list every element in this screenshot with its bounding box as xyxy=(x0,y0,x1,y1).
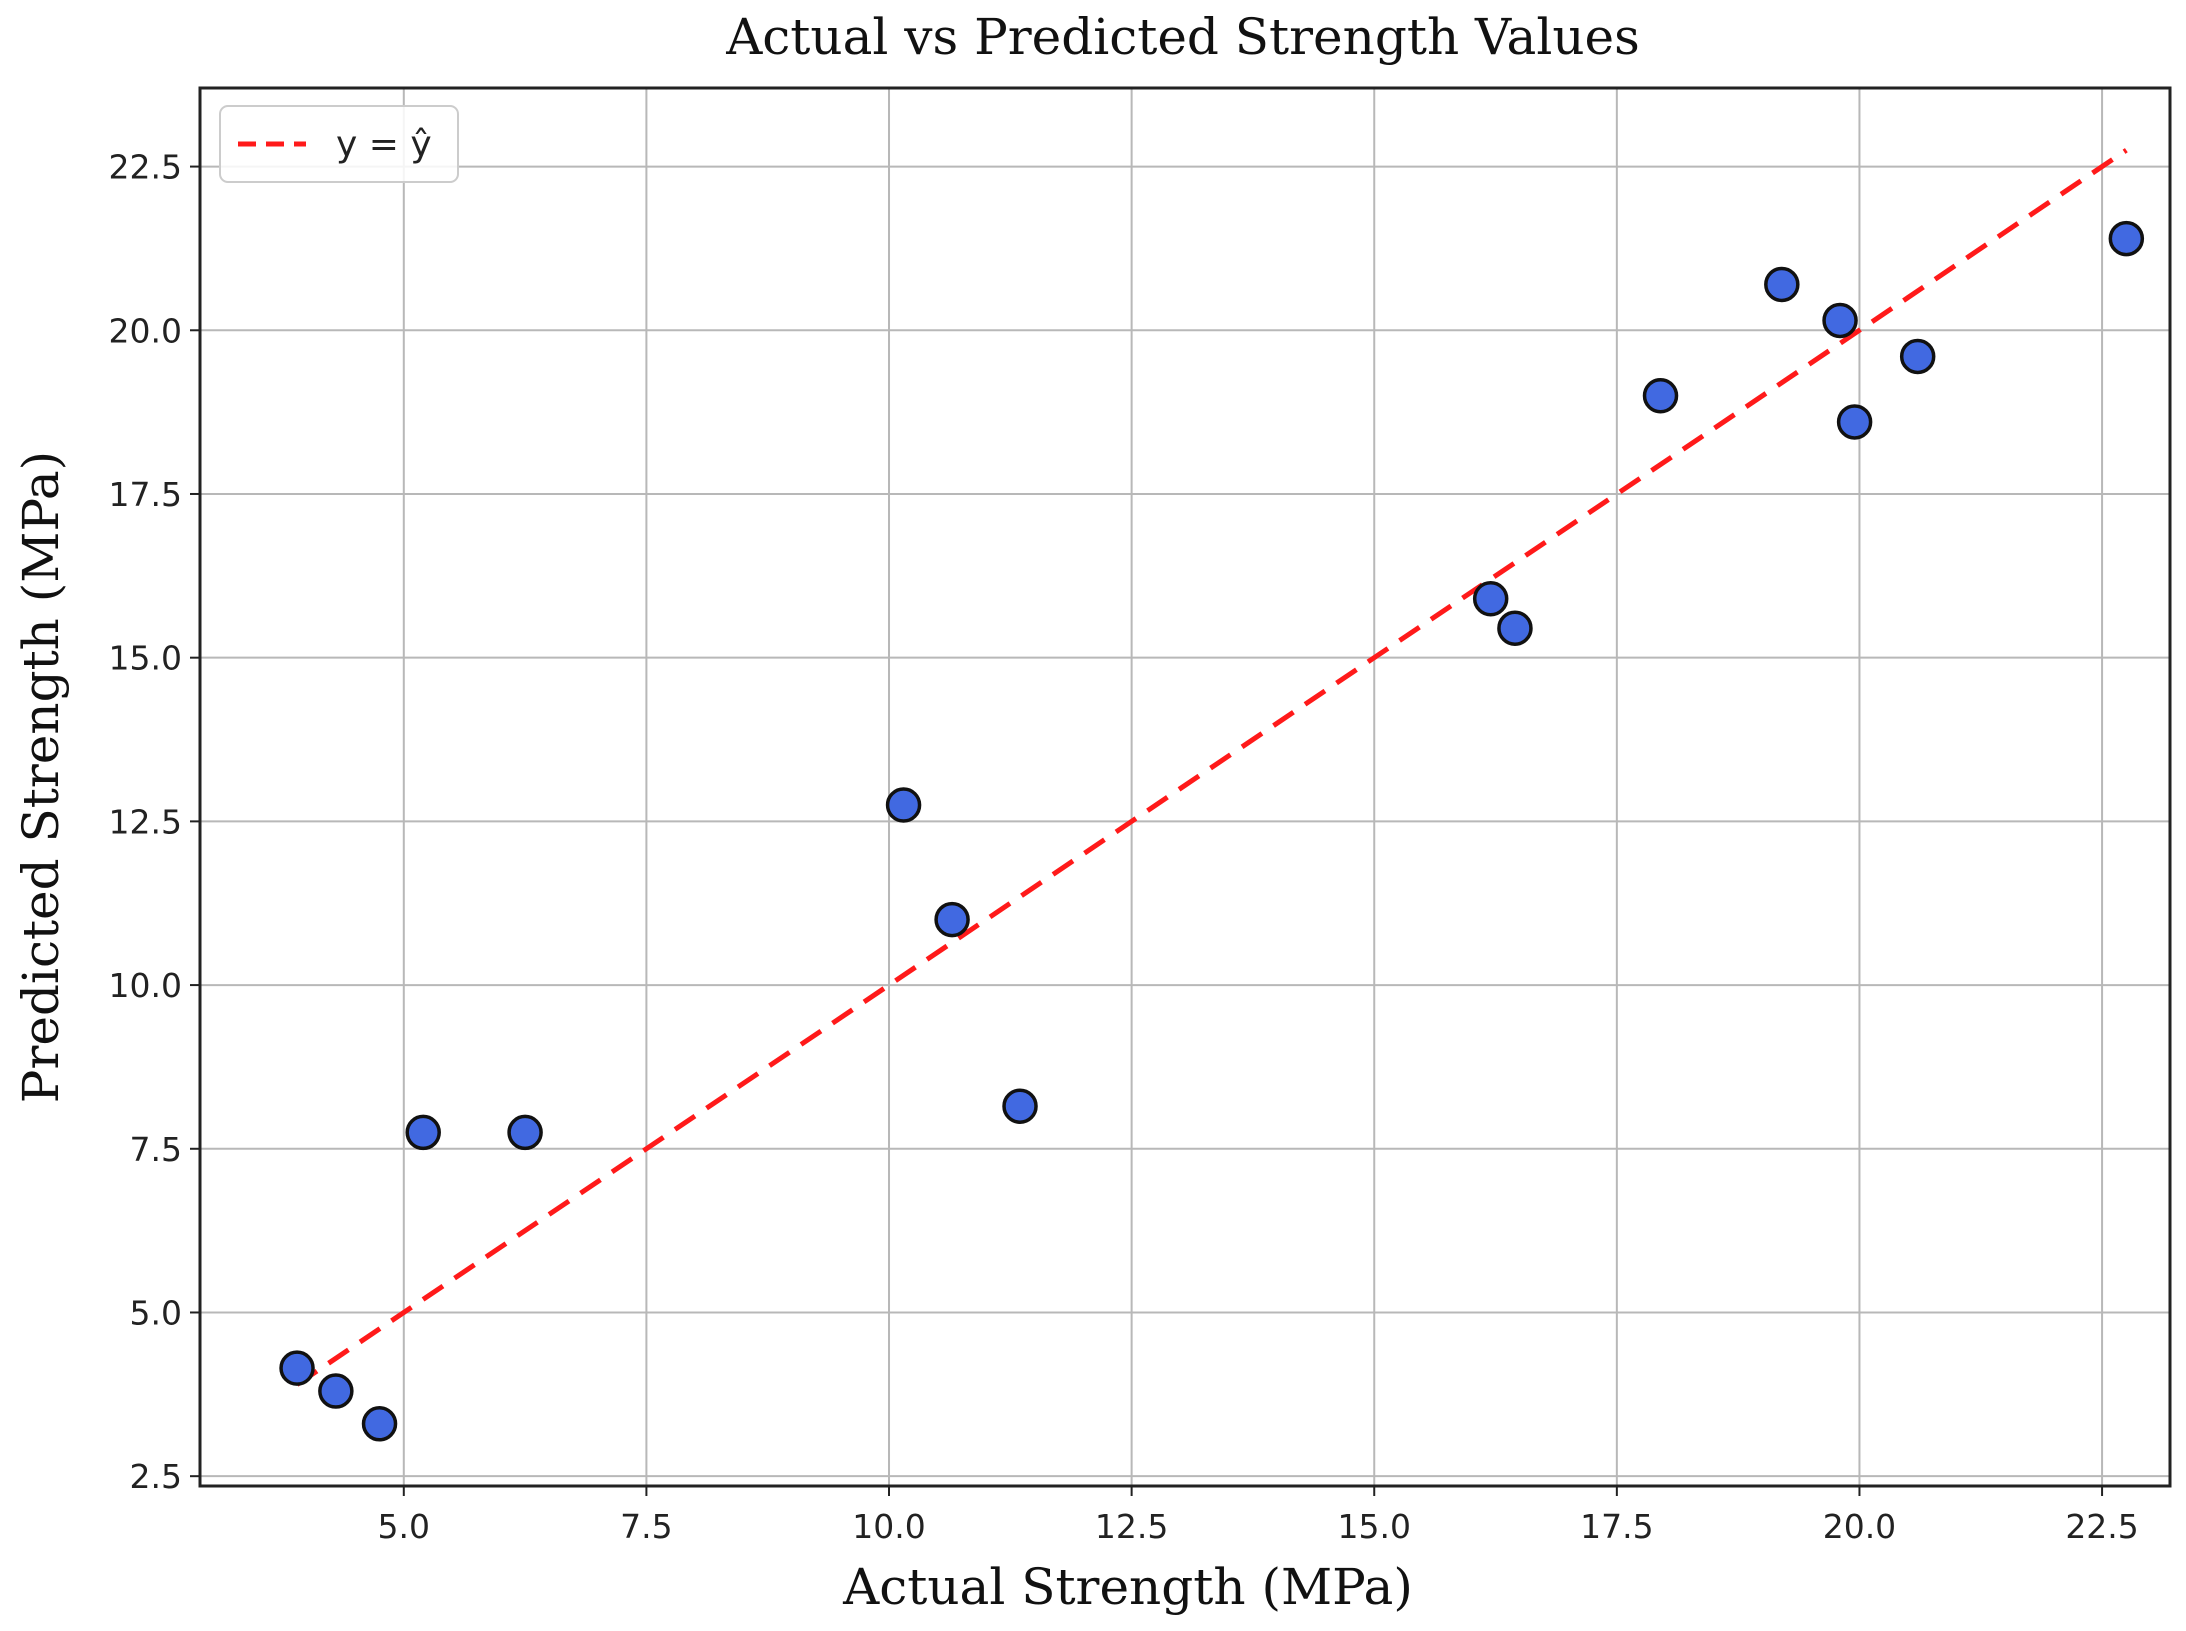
data-point xyxy=(1836,404,1873,440)
data-point xyxy=(1899,338,1936,375)
y-tick-label: 20.0 xyxy=(109,311,182,350)
chart-title: Actual vs Predicted Strength Values xyxy=(725,8,1640,66)
y-axis-ticks: 2.5 5.0 7.5 10.0 12.5 15.0 17.5 20.0 22.5 xyxy=(109,148,200,1496)
x-axis-ticks: 5.0 7.5 10.0 12.5 15.0 17.5 20.0 22.5 xyxy=(378,1486,2139,1546)
plot-frame xyxy=(198,86,2172,1488)
data-point xyxy=(1822,302,1858,339)
y-tick-label: 15.0 xyxy=(109,639,182,678)
x-tick-label: 12.5 xyxy=(1095,1507,1168,1546)
data-point xyxy=(507,1114,543,1151)
legend-label: y = ŷ xyxy=(336,124,432,165)
x-tick-label: 5.0 xyxy=(378,1507,430,1546)
y-tick-label: 10.0 xyxy=(109,966,182,1005)
data-point xyxy=(1497,610,1533,646)
y-tick-label: 17.5 xyxy=(109,475,182,514)
data-point xyxy=(885,787,922,823)
x-tick-label: 22.5 xyxy=(2065,1507,2138,1546)
x-tick-label: 20.0 xyxy=(1823,1507,1896,1546)
y-tick-label: 22.5 xyxy=(109,148,182,187)
y-tick-label: 2.5 xyxy=(130,1457,182,1496)
data-point xyxy=(318,1373,354,1409)
data-point xyxy=(1002,1088,1038,1124)
reference-line-layer xyxy=(295,148,2128,1387)
data-point xyxy=(361,1406,398,1442)
reference-line xyxy=(295,148,2128,1387)
data-point xyxy=(1764,266,1800,303)
data-point xyxy=(405,1114,441,1151)
legend-box xyxy=(219,105,459,183)
x-tick-label: 7.5 xyxy=(620,1507,672,1546)
y-tick-label: 5.0 xyxy=(130,1293,182,1332)
y-axis-label: Predicted Strength (MPa) xyxy=(12,451,70,1103)
x-axis-label: Actual Strength (MPa) xyxy=(842,1558,1413,1616)
x-tick-label: 15.0 xyxy=(1337,1507,1410,1546)
data-point xyxy=(279,1350,315,1386)
data-point xyxy=(934,901,970,938)
x-tick-label: 17.5 xyxy=(1580,1507,1653,1546)
data-point xyxy=(1472,580,1509,617)
data-point xyxy=(2108,220,2145,257)
x-tick-label: 10.0 xyxy=(852,1507,925,1546)
data-point xyxy=(1642,378,1679,414)
y-tick-label: 12.5 xyxy=(109,802,182,841)
points-layer xyxy=(279,220,2145,1442)
y-tick-label: 7.5 xyxy=(130,1130,182,1169)
legend: y = ŷ xyxy=(219,105,459,183)
